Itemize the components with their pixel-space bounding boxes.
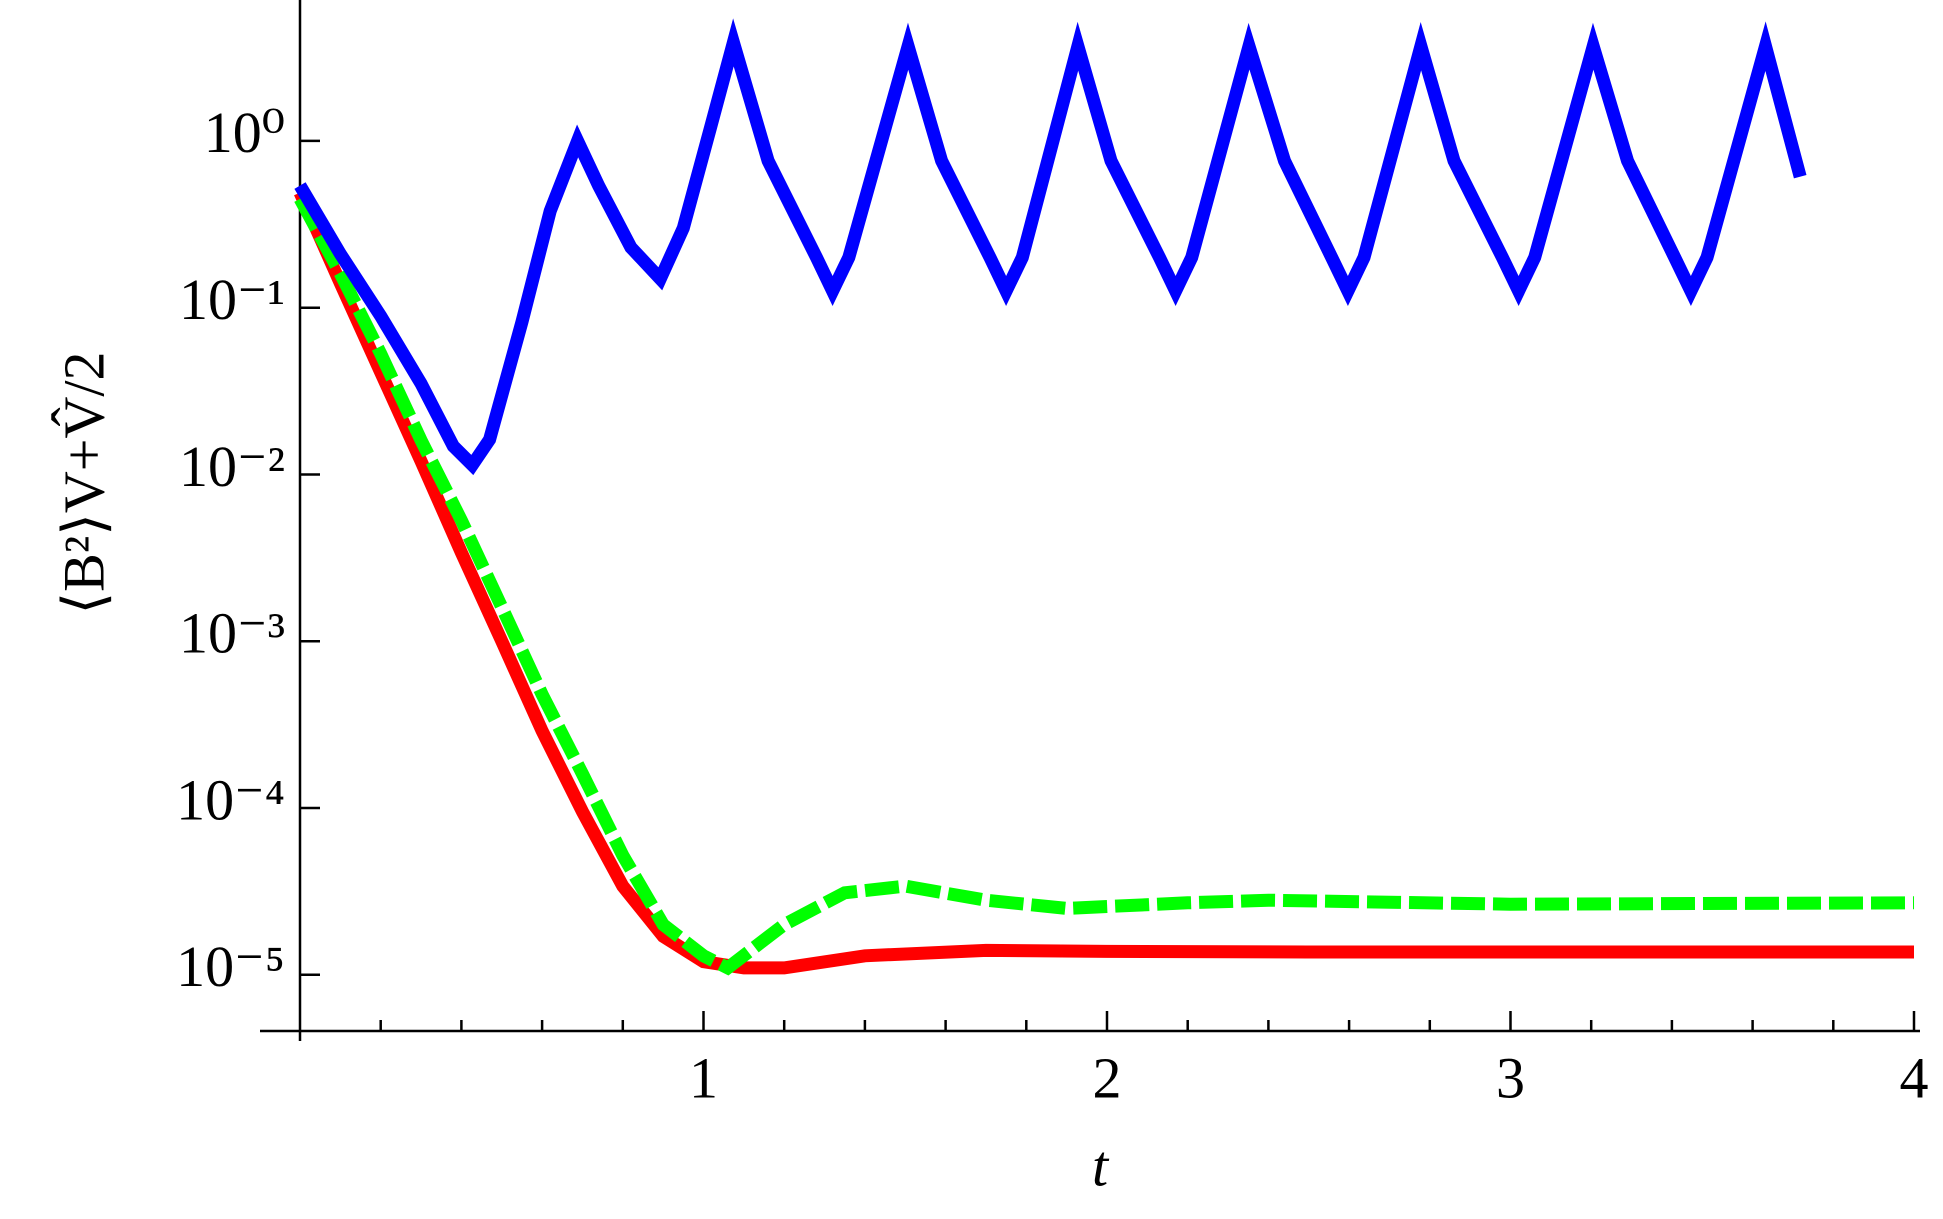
series-line: [294, 18, 1807, 476]
x-tick-label: 4: [1900, 1045, 1929, 1110]
x-axis-label: t: [1092, 1133, 1110, 1198]
y-axis-label: ⟨B²⟩V+V̂/2: [51, 352, 116, 615]
y-tick-label: 10⁻⁵: [176, 934, 285, 999]
series-line: [294, 195, 1915, 976]
x-tick-label: 3: [1496, 1045, 1525, 1110]
series-line: [294, 189, 1914, 975]
x-tick-label: 2: [1093, 1045, 1122, 1110]
y-tick-label: 10⁻²: [179, 434, 285, 499]
y-tick-label: 10⁻⁴: [176, 767, 285, 832]
y-tick-label: 10⁰: [204, 100, 285, 165]
x-tick-label: 1: [689, 1045, 718, 1110]
y-tick-label: 10⁻¹: [179, 267, 285, 332]
y-tick-label: 10⁻³: [179, 601, 285, 666]
